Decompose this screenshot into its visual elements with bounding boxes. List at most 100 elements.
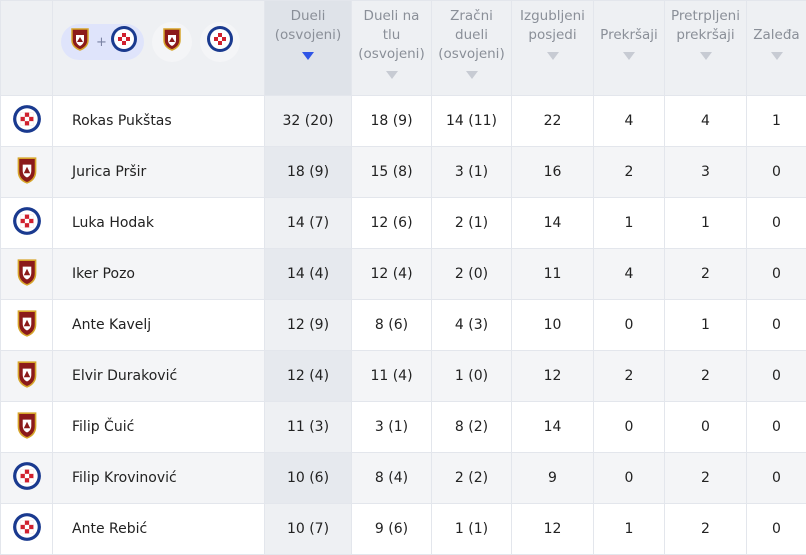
stat-offsides: 0 [747, 198, 806, 249]
stat-fouls: 4 [594, 249, 665, 300]
stat-offsides: 1 [747, 96, 806, 147]
player-name[interactable]: Filip Čuić [53, 402, 265, 453]
team-crest-cell [1, 504, 53, 555]
stat-ground: 8 (6) [352, 300, 432, 351]
team-crest-cell [1, 402, 53, 453]
player-name[interactable]: Rokas Pukštas [53, 96, 265, 147]
stat-aerial: 14 (11) [432, 96, 512, 147]
filter-gorica-button[interactable] [152, 22, 192, 62]
hajduk-crest-icon [206, 25, 234, 59]
team-crest-cell [1, 147, 53, 198]
stat-duels: 14 (7) [265, 198, 352, 249]
gorica-crest-icon [13, 257, 41, 291]
gorica-crest-icon [13, 308, 41, 342]
stat-lost: 14 [512, 402, 594, 453]
gorica-crest-icon [13, 155, 41, 189]
stat-lost: 9 [512, 453, 594, 504]
team-crest-cell [1, 198, 53, 249]
player-name[interactable]: Iker Pozo [53, 249, 265, 300]
stat-duels: 14 (4) [265, 249, 352, 300]
stat-duels: 10 (6) [265, 453, 352, 504]
stat-fouls: 2 [594, 351, 665, 402]
stat-duels: 12 (9) [265, 300, 352, 351]
sort-arrow-icon [700, 52, 712, 60]
gorica-crest-icon [67, 26, 93, 58]
sort-arrow-icon [386, 71, 398, 79]
column-header-fouls[interactable]: Prekršaji [594, 1, 665, 96]
stat-fouled: 3 [665, 147, 747, 198]
stat-fouls: 0 [594, 300, 665, 351]
column-header-duels[interactable]: Dueli(osvojeni) [265, 1, 352, 96]
stat-fouls: 0 [594, 453, 665, 504]
player-name[interactable]: Filip Krovinović [53, 453, 265, 504]
player-name[interactable]: Jurica Pršir [53, 147, 265, 198]
stat-duels: 10 (7) [265, 504, 352, 555]
player-name[interactable]: Elvir Duraković [53, 351, 265, 402]
stat-lost: 11 [512, 249, 594, 300]
stat-fouls: 1 [594, 198, 665, 249]
team-crest-cell [1, 96, 53, 147]
stat-aerial: 1 (0) [432, 351, 512, 402]
stat-aerial: 8 (2) [432, 402, 512, 453]
filter-both-teams-button[interactable]: + [61, 24, 144, 60]
sort-arrow-icon [547, 52, 559, 60]
column-header-offsides[interactable]: Zaleđa [747, 1, 806, 96]
stat-ground: 9 (6) [352, 504, 432, 555]
filter-hajduk-button[interactable] [200, 22, 240, 62]
stat-offsides: 0 [747, 504, 806, 555]
gorica-crest-icon [13, 359, 41, 393]
stat-aerial: 2 (2) [432, 453, 512, 504]
stat-aerial: 3 (1) [432, 147, 512, 198]
stat-offsides: 0 [747, 402, 806, 453]
player-name[interactable]: Luka Hodak [53, 198, 265, 249]
team-crest-cell [1, 453, 53, 504]
team-crest-cell [1, 249, 53, 300]
player-name[interactable]: Ante Rebić [53, 504, 265, 555]
stat-lost: 12 [512, 504, 594, 555]
stat-fouled: 2 [665, 453, 747, 504]
gorica-crest-icon [159, 26, 185, 58]
stat-fouled: 2 [665, 504, 747, 555]
stat-lost: 14 [512, 198, 594, 249]
hajduk-crest-icon [12, 104, 42, 138]
sort-arrow-icon [466, 71, 478, 79]
stat-duels: 18 (9) [265, 147, 352, 198]
stat-lost: 22 [512, 96, 594, 147]
team-crest-cell [1, 351, 53, 402]
hajduk-crest-icon [110, 25, 138, 59]
stat-ground: 15 (8) [352, 147, 432, 198]
stat-offsides: 0 [747, 147, 806, 198]
sort-arrow-icon [623, 52, 635, 60]
stat-fouls: 0 [594, 402, 665, 453]
stat-lost: 10 [512, 300, 594, 351]
stat-ground: 18 (9) [352, 96, 432, 147]
stat-aerial: 4 (3) [432, 300, 512, 351]
stat-fouled: 2 [665, 249, 747, 300]
stat-ground: 3 (1) [352, 402, 432, 453]
header-team-cell [1, 1, 53, 96]
hajduk-crest-icon [12, 206, 42, 240]
stat-fouled: 2 [665, 351, 747, 402]
stat-ground: 12 (6) [352, 198, 432, 249]
stat-offsides: 0 [747, 300, 806, 351]
sort-arrow-icon [771, 52, 783, 60]
stat-fouled: 1 [665, 198, 747, 249]
stat-fouls: 4 [594, 96, 665, 147]
team-filter: + [53, 0, 264, 89]
stat-duels: 32 (20) [265, 96, 352, 147]
player-name[interactable]: Ante Kavelj [53, 300, 265, 351]
